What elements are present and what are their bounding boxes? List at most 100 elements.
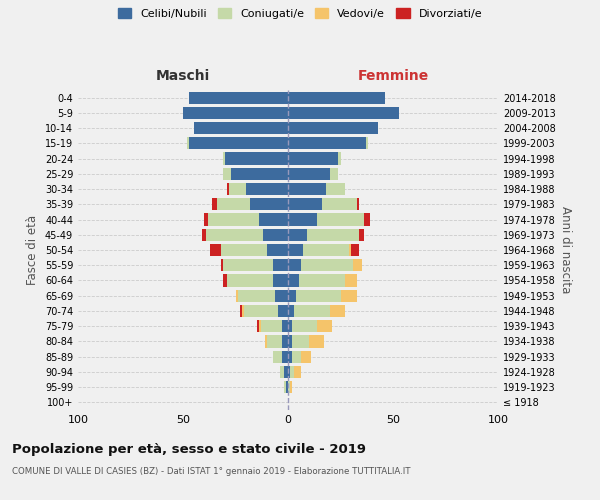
Bar	[265, 336, 267, 347]
Bar	[288, 381, 290, 393]
Text: Femmine: Femmine	[358, 68, 428, 82]
Bar	[338, 152, 341, 164]
Bar	[288, 350, 292, 363]
Bar	[366, 137, 368, 149]
Bar	[349, 244, 351, 256]
Bar	[217, 198, 250, 210]
Text: COMUNE DI VALLE DI CASIES (BZ) - Dati ISTAT 1° gennaio 2019 - Elaborazione TUTTI: COMUNE DI VALLE DI CASIES (BZ) - Dati IS…	[12, 468, 410, 476]
Bar	[292, 336, 309, 347]
Bar	[242, 305, 244, 317]
Bar	[267, 336, 282, 347]
Bar	[288, 320, 292, 332]
Y-axis label: Fasce di età: Fasce di età	[26, 215, 39, 285]
Bar	[359, 228, 364, 241]
Bar	[204, 214, 208, 226]
Bar	[351, 244, 359, 256]
Bar	[221, 244, 267, 256]
Bar	[263, 228, 288, 241]
Bar	[301, 259, 353, 272]
Bar	[288, 274, 299, 286]
Bar	[288, 122, 379, 134]
Bar	[189, 137, 288, 149]
Bar	[259, 320, 260, 332]
Bar	[288, 152, 338, 164]
Bar	[295, 305, 330, 317]
Bar	[212, 198, 217, 210]
Bar	[317, 214, 364, 226]
Bar	[288, 214, 317, 226]
Bar	[232, 168, 288, 180]
Bar	[244, 305, 277, 317]
Bar	[221, 259, 223, 272]
Bar	[267, 244, 288, 256]
Bar	[229, 183, 246, 195]
Bar	[189, 92, 288, 104]
Bar	[290, 381, 292, 393]
Bar	[288, 290, 296, 302]
Bar	[183, 107, 288, 119]
Bar	[193, 122, 288, 134]
Bar	[274, 350, 282, 363]
Bar	[288, 259, 301, 272]
Bar	[326, 183, 345, 195]
Bar	[358, 198, 359, 210]
Bar	[227, 274, 274, 286]
Text: Maschi: Maschi	[156, 68, 210, 82]
Bar	[235, 290, 238, 302]
Bar	[288, 366, 290, 378]
Bar	[282, 320, 288, 332]
Bar	[288, 137, 366, 149]
Bar	[238, 290, 275, 302]
Bar	[284, 381, 286, 393]
Bar	[341, 290, 358, 302]
Bar	[288, 107, 400, 119]
Bar	[187, 137, 189, 149]
Bar	[259, 214, 288, 226]
Bar	[284, 366, 288, 378]
Bar	[202, 228, 206, 241]
Bar	[275, 290, 288, 302]
Bar	[295, 366, 301, 378]
Legend: Celibi/Nubili, Coniugati/e, Vedovi/e, Divorziati/e: Celibi/Nubili, Coniugati/e, Vedovi/e, Di…	[118, 8, 482, 19]
Bar	[288, 198, 322, 210]
Bar	[322, 198, 358, 210]
Bar	[290, 366, 295, 378]
Bar	[282, 336, 288, 347]
Bar	[246, 183, 288, 195]
Bar	[303, 244, 349, 256]
Bar	[223, 274, 227, 286]
Bar	[353, 259, 361, 272]
Bar	[288, 183, 326, 195]
Bar	[288, 305, 295, 317]
Bar	[288, 168, 330, 180]
Bar	[223, 168, 232, 180]
Bar	[317, 320, 332, 332]
Bar	[206, 228, 263, 241]
Bar	[330, 168, 338, 180]
Bar	[288, 244, 303, 256]
Bar	[301, 350, 311, 363]
Bar	[260, 320, 282, 332]
Bar	[288, 92, 385, 104]
Bar	[280, 366, 284, 378]
Bar	[282, 350, 288, 363]
Bar	[292, 320, 317, 332]
Bar	[286, 381, 288, 393]
Bar	[296, 290, 341, 302]
Bar	[225, 152, 288, 164]
Bar	[274, 259, 288, 272]
Bar	[299, 274, 344, 286]
Bar	[227, 183, 229, 195]
Bar	[210, 244, 221, 256]
Y-axis label: Anni di nascita: Anni di nascita	[559, 206, 572, 294]
Bar	[364, 214, 370, 226]
Bar	[257, 320, 259, 332]
Bar	[330, 305, 344, 317]
Bar	[292, 350, 301, 363]
Bar	[223, 152, 225, 164]
Bar	[240, 305, 242, 317]
Bar	[309, 336, 324, 347]
Bar	[307, 228, 359, 241]
Text: Popolazione per età, sesso e stato civile - 2019: Popolazione per età, sesso e stato civil…	[12, 442, 366, 456]
Bar	[277, 305, 288, 317]
